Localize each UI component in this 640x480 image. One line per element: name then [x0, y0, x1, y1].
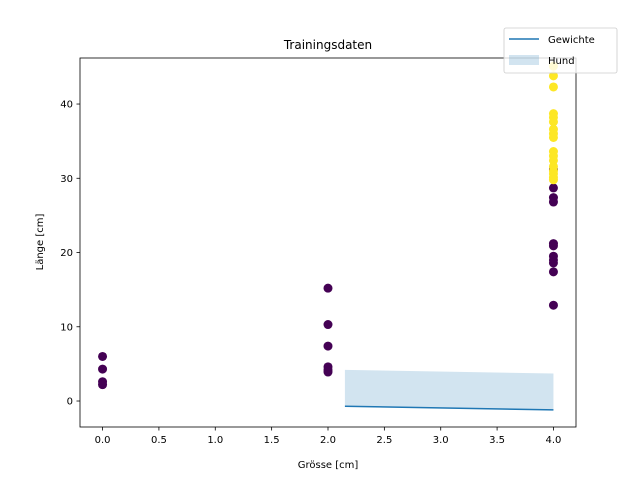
plot-area	[98, 61, 558, 411]
scatter-point-s1-8	[548, 132, 558, 142]
scatter-point-s0-19	[548, 267, 558, 277]
x-axis: 0.0 0.5 1.0 1.5 2.0 2.5 3.0 3.5 4.0	[95, 427, 562, 446]
scatter-point-s0-18	[548, 258, 558, 268]
scatter-point-s1-16	[548, 175, 558, 185]
x-tick-label: 3.0	[433, 435, 449, 446]
scatter-point-s0-0	[98, 351, 108, 361]
legend: Gewichte Hund	[503, 27, 618, 74]
x-axis-label: Grösse [cm]	[298, 460, 359, 471]
x-tick-label: 2.5	[376, 435, 392, 446]
scatter-point-s1-5	[548, 117, 558, 127]
legend-label-hund: Hund	[548, 56, 575, 67]
band-hund	[344, 369, 554, 410]
legend-label-gewichte: Gewichte	[548, 35, 595, 46]
x-tick-label: 1.0	[207, 435, 223, 446]
x-tick-label: 2.0	[320, 435, 336, 446]
scatter-point-s0-13	[548, 197, 558, 207]
y-tick-label: 10	[60, 322, 73, 333]
scatter-point-s0-20	[548, 300, 558, 310]
scatter-point-s0-11	[548, 183, 558, 193]
x-tick-label: 4.0	[546, 435, 562, 446]
scatter-point-s0-9	[323, 367, 333, 377]
scatter-point-s1-1	[548, 71, 558, 81]
y-axis: 0 10 20 30 40	[60, 100, 80, 408]
x-tick-label: 3.5	[489, 435, 505, 446]
scatter-point-s0-15	[548, 241, 558, 251]
scatter-point-s0-3	[98, 380, 108, 390]
legend-fill-swatch	[509, 55, 539, 65]
y-tick-label: 40	[60, 100, 73, 111]
scatter-point-s0-5	[323, 320, 333, 330]
chart-title: Trainingsdaten	[283, 38, 372, 52]
x-tick-label: 1.5	[264, 435, 280, 446]
line-gewichte	[344, 405, 554, 411]
y-tick-label: 20	[60, 248, 73, 259]
scatter-point-s1-2	[548, 82, 558, 92]
y-tick-label: 30	[60, 174, 73, 185]
scatter-point-s0-4	[323, 283, 333, 293]
x-tick-label: 0.5	[151, 435, 167, 446]
y-tick-label: 0	[67, 397, 73, 408]
scatter-point-s0-6	[323, 341, 333, 351]
scatter-point-s0-1	[98, 364, 108, 374]
x-tick-label: 0.0	[95, 435, 111, 446]
y-axis-label: Länge [cm]	[35, 214, 46, 271]
